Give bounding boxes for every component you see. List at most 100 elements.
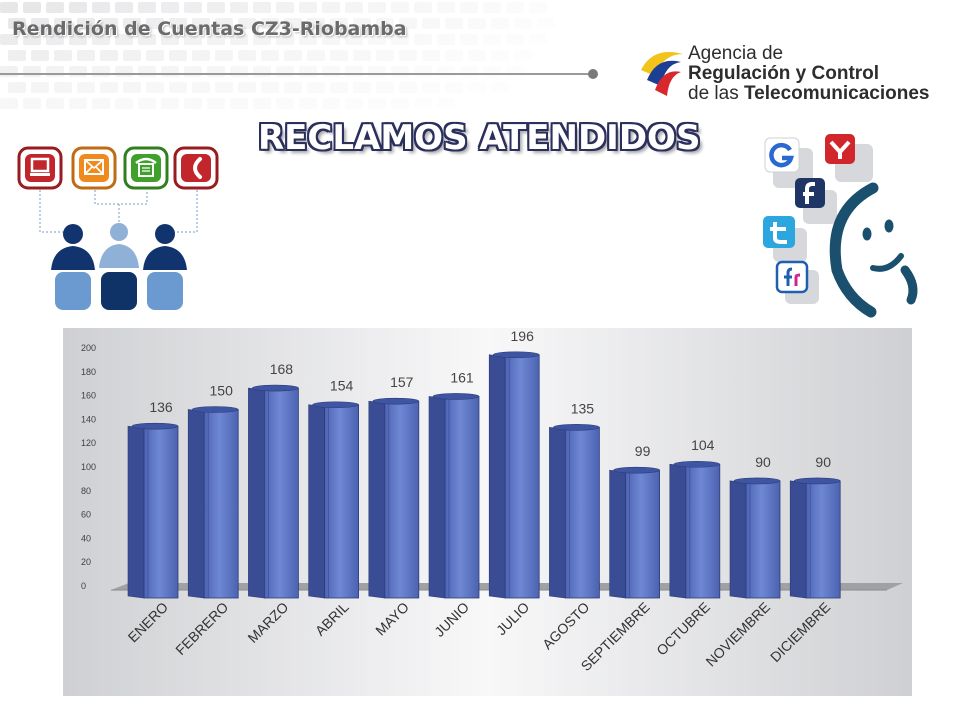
bar-side <box>729 480 747 599</box>
bar-front <box>805 480 841 599</box>
background-cell <box>0 34 18 45</box>
data-label-octubre: 104 <box>691 437 715 453</box>
bar-cap <box>191 406 239 413</box>
data-label-julio: 196 <box>511 328 535 344</box>
bar-febrero <box>187 406 239 599</box>
background-cell <box>161 2 179 13</box>
background-cell <box>376 18 394 29</box>
background-cell <box>115 34 133 45</box>
y-tick-label: 0 <box>81 581 86 591</box>
data-label-noviembre: 90 <box>755 454 771 470</box>
background-cell <box>46 98 64 109</box>
bar-cap <box>131 422 179 430</box>
background-cell <box>138 34 156 45</box>
background-cell <box>506 34 524 45</box>
agency-name-line2: Regulación y Control <box>688 63 880 84</box>
background-cell <box>215 18 233 29</box>
background-cell <box>69 98 87 109</box>
background-cell <box>307 82 325 93</box>
facebook-icon <box>795 178 825 208</box>
y-tick-label: 40 <box>81 533 91 543</box>
background-cell <box>330 18 348 29</box>
bar-side <box>308 404 325 599</box>
background-cell <box>261 50 279 61</box>
bar-diciembre <box>789 477 841 599</box>
bar-abril <box>308 401 360 599</box>
background-cell <box>491 82 509 93</box>
background-cell <box>460 34 478 45</box>
y-axis-ticks: 0 20 40 60 80 100 120 140 160 180 200 <box>81 343 96 591</box>
contact-channels-illustration <box>17 146 219 310</box>
background-cell <box>391 98 409 109</box>
background-cell <box>69 34 87 45</box>
background-cell <box>345 2 363 13</box>
background-cell <box>184 66 202 77</box>
agency-name-line3-bold: Telecomunicaciones <box>743 83 930 104</box>
header-divider <box>0 73 592 75</box>
background-cell <box>253 66 271 77</box>
bar-front <box>203 409 239 599</box>
background-cell <box>460 66 478 77</box>
background-cell <box>414 66 432 77</box>
bar-agosto <box>549 424 600 599</box>
background-cell <box>506 66 524 77</box>
bar-septiembre <box>609 466 660 599</box>
background-cell <box>0 98 18 109</box>
telephone-icon <box>123 146 169 190</box>
bar-side <box>127 425 145 599</box>
background-cell <box>238 82 256 93</box>
background-cell <box>207 98 225 109</box>
bar-front <box>263 387 299 599</box>
agency-name: Agencia de Regulación y Control de las T… <box>688 44 929 104</box>
background-cell <box>238 18 256 29</box>
background-cell <box>207 34 225 45</box>
y-tick-label: 60 <box>81 510 91 520</box>
background-cell <box>391 34 409 45</box>
bar-side <box>428 396 446 599</box>
background-cell <box>138 2 156 13</box>
bar-front <box>625 469 660 599</box>
background-cell <box>468 18 486 29</box>
background-cell <box>238 50 256 61</box>
background-cell <box>276 98 294 109</box>
background-cell <box>514 18 532 29</box>
background-cell <box>284 82 302 93</box>
background-cell <box>77 82 95 93</box>
background-cell <box>307 50 325 61</box>
background-cell <box>437 98 455 109</box>
background-cell <box>437 34 455 45</box>
background-cell <box>368 34 386 45</box>
background-cell <box>8 50 26 61</box>
data-label-diciembre: 90 <box>815 454 831 470</box>
background-cell <box>368 2 386 13</box>
background-cell <box>483 66 501 77</box>
bar-side <box>248 387 265 599</box>
bar-octubre <box>669 460 721 599</box>
background-cell <box>353 82 371 93</box>
people-group-icon <box>51 223 187 310</box>
background-cell <box>46 2 64 13</box>
background-cell <box>368 98 386 109</box>
background-cell <box>376 82 394 93</box>
background-cell <box>506 2 524 13</box>
background-cell <box>460 2 478 13</box>
background-cell <box>299 98 317 109</box>
google-icon <box>764 137 800 173</box>
background-cell <box>23 2 41 13</box>
y-tick-label: 160 <box>81 391 96 401</box>
bar-cap <box>312 401 359 409</box>
bar-marzo <box>248 384 299 599</box>
background-cell <box>54 82 72 93</box>
background-cell <box>54 50 72 61</box>
background-cell <box>253 98 271 109</box>
background-cell <box>491 18 509 29</box>
background-cell <box>192 82 210 93</box>
background-cell <box>92 66 110 77</box>
connector-lines <box>39 190 198 233</box>
background-cell <box>261 18 279 29</box>
background-cell <box>322 98 340 109</box>
background-cell <box>184 2 202 13</box>
background-cell <box>322 2 340 13</box>
background-cell <box>422 82 440 93</box>
background-cell <box>100 18 118 29</box>
